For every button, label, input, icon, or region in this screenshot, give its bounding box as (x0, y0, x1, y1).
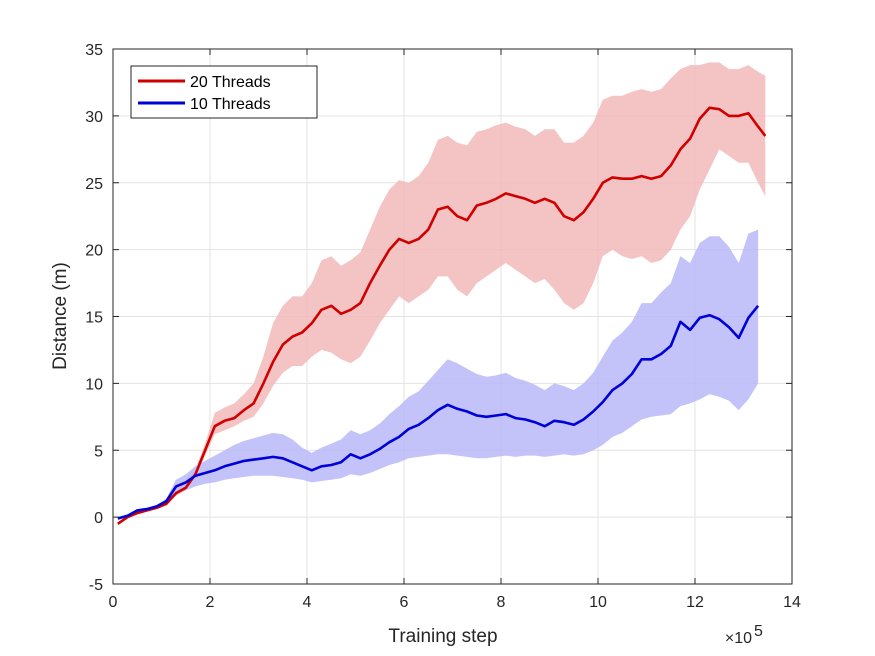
legend-box (130, 65, 318, 119)
x-exponent-label: ×10 (725, 630, 752, 647)
band-10-threads (117, 229, 759, 519)
x-axis-label: Training step (388, 626, 497, 647)
x-tick-label: 6 (400, 594, 409, 611)
x-tick-label: 2 (206, 594, 215, 611)
x-exponent-power: 5 (754, 623, 763, 640)
series-lines (117, 106, 767, 525)
y-axis-label: Distance (m) (50, 262, 71, 370)
x-tick-label: 14 (783, 594, 801, 611)
y-tick-labels: -5 0 5 10 15 20 25 30 35 (85, 42, 103, 594)
legend: 20 Threads 10 Threads (130, 65, 318, 119)
y-tick-label: 0 (94, 510, 103, 527)
x-tick-label: 4 (303, 594, 312, 611)
y-tick-label: 25 (85, 176, 103, 193)
y-tick-label: 20 (85, 243, 103, 260)
x-tick-label: 0 (109, 594, 118, 611)
legend-label-10-threads: 10 Threads (190, 96, 271, 113)
x-tick-labels: 0 2 4 6 8 10 12 14 (109, 594, 801, 611)
y-tick-label: 5 (94, 443, 103, 460)
confidence-bands (117, 62, 766, 524)
y-tick-label: -5 (89, 577, 103, 594)
band-20-threads (117, 62, 766, 524)
legend-label-20-threads: 20 Threads (190, 74, 271, 91)
y-tick-label: 30 (85, 109, 103, 126)
y-tick-label: 35 (85, 42, 103, 59)
y-tick-label: 15 (85, 310, 103, 327)
x-exponent-base: ×10 (725, 630, 752, 647)
x-tick-label: 12 (686, 594, 704, 611)
series-line-10-threads (117, 304, 760, 520)
axis-ticks (112, 48, 793, 585)
series-line-20-threads (117, 106, 767, 525)
y-tick-label: 10 (85, 376, 103, 393)
x-tick-label: 10 (589, 594, 607, 611)
x-tick-label: 8 (497, 594, 506, 611)
